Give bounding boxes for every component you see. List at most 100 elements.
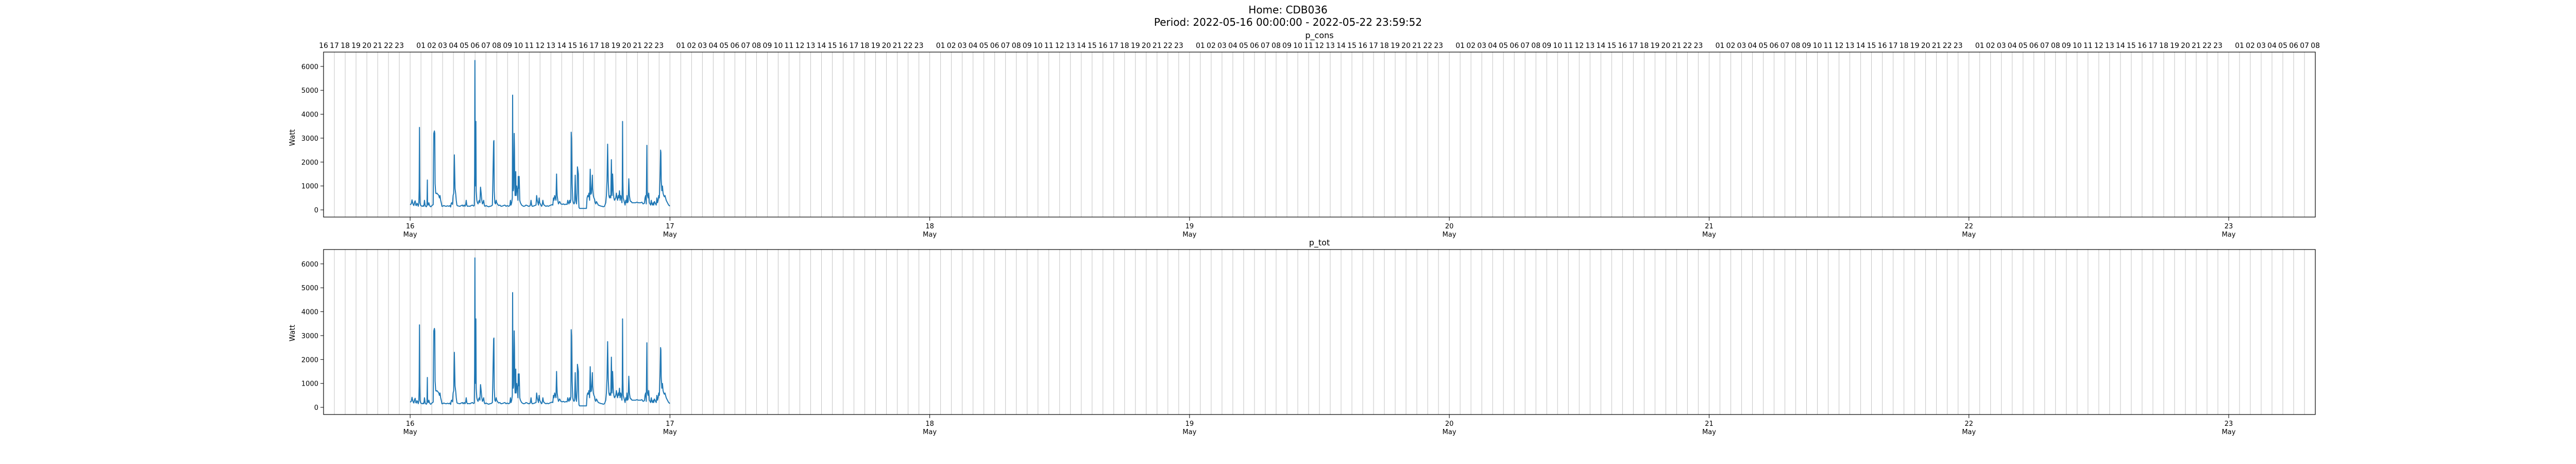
hour-label: 15 — [828, 42, 837, 50]
x-tick-sublabel: May — [1962, 428, 1976, 436]
hour-label: 04 — [2267, 42, 2277, 50]
hour-label: 10 — [1553, 42, 1562, 50]
hour-label: 02 — [1207, 42, 1216, 50]
hour-label: 02 — [1986, 42, 1995, 50]
x-tick-label: 21 — [1705, 420, 1714, 428]
y-tick-label: 0 — [314, 207, 318, 214]
hour-label: 14 — [557, 42, 566, 50]
p-cons-axes-frame — [323, 52, 2316, 218]
hour-label: 13 — [1066, 42, 1075, 50]
hour-label: 07 — [1261, 42, 1270, 50]
hour-label: 06 — [990, 42, 999, 50]
p-cons-hour-labels: 16 17 18 19 20 21 22 23 01 02 03 04 05 06 07 08 09 10 11 12… — [319, 42, 2320, 50]
hour-label: 20 — [362, 42, 371, 50]
hour-label: 23 — [654, 42, 664, 50]
x-tick-sublabel: May — [403, 428, 417, 436]
hour-label: 13 — [1326, 42, 1335, 50]
hour-label: 20 — [882, 42, 891, 50]
x-tick-label: 23 — [2225, 420, 2233, 428]
hour-label: 05 — [2278, 42, 2287, 50]
hour-label: 18 — [600, 42, 609, 50]
hour-label: 21 — [1153, 42, 1162, 50]
hour-label: 10 — [1293, 42, 1302, 50]
hour-label: 01 — [1196, 42, 1205, 50]
hour-label: 04 — [1228, 42, 1238, 50]
y-tick-label: 2000 — [301, 159, 318, 167]
x-tick-label: 22 — [1964, 420, 1973, 428]
x-tick-sublabel: May — [1443, 428, 1456, 436]
hour-label: 18 — [1900, 42, 1909, 50]
hour-label: 22 — [1683, 42, 1692, 50]
hour-label: 14 — [1596, 42, 1605, 50]
hour-label: 08 — [2051, 42, 2060, 50]
hour-label: 11 — [1564, 42, 1573, 50]
hour-label: 16 — [1618, 42, 1627, 50]
hour-label: 22 — [2202, 42, 2212, 50]
hour-label: 08 — [1272, 42, 1281, 50]
hour-label: 17 — [1109, 42, 1118, 50]
hour-label: 06 — [1770, 42, 1779, 50]
hour-label: 06 — [1250, 42, 1259, 50]
y-tick-label: 1000 — [301, 380, 318, 388]
hour-label: 20 — [1661, 42, 1670, 50]
hour-label: 10 — [2073, 42, 2082, 50]
hour-label: 02 — [1466, 42, 1476, 50]
hour-label: 19 — [351, 42, 361, 50]
hour-label: 23 — [1174, 42, 1183, 50]
x-tick-sublabel: May — [663, 231, 677, 239]
hour-label: 09 — [1023, 42, 1032, 50]
hour-label: 16 — [1878, 42, 1887, 50]
hour-label: 22 — [643, 42, 653, 50]
x-tick-label: 20 — [1445, 223, 1454, 230]
hour-label: 11 — [2083, 42, 2093, 50]
x-tick-label: 19 — [1185, 420, 1194, 428]
hour-label: 08 — [2311, 42, 2320, 50]
x-tick-sublabel: May — [1182, 231, 1196, 239]
x-tick-sublabel: May — [403, 231, 417, 239]
x-tick-sublabel: May — [2222, 231, 2235, 239]
x-tick-sublabel: May — [2222, 428, 2235, 436]
figure-title-line2: Period: 2022-05-16 00:00:00 - 2022-05-22… — [1154, 16, 1422, 28]
hour-label: 21 — [2192, 42, 2201, 50]
figure-title-line1: Home: CDB036 — [1248, 4, 1327, 16]
hour-label: 19 — [2170, 42, 2179, 50]
x-tick-sublabel: May — [1702, 428, 1716, 436]
hour-label: 07 — [2300, 42, 2309, 50]
hour-label: 14 — [1856, 42, 1866, 50]
hour-label: 04 — [1748, 42, 1757, 50]
x-tick-label: 20 — [1445, 420, 1454, 428]
p-tot-y-ticks: 0 1000 2000 3000 4000 5000 6000 — [301, 261, 324, 412]
hour-label: 22 — [1163, 42, 1173, 50]
x-tick-label: 22 — [1964, 223, 1973, 230]
y-tick-label: 2000 — [301, 356, 318, 364]
p-tot-title: p_tot — [1309, 238, 1330, 248]
hour-label: 11 — [785, 42, 794, 50]
hour-label: 05 — [1239, 42, 1248, 50]
hour-label: 14 — [817, 42, 826, 50]
y-tick-label: 3000 — [301, 135, 318, 143]
hour-label: 07 — [2040, 42, 2049, 50]
p-cons-panel: p_cons 16 17 18 19 20 21 22 23 01 02 03 04 05 06 07 08 0… — [289, 30, 2320, 239]
hour-label: 23 — [1954, 42, 1963, 50]
hour-label: 07 — [481, 42, 490, 50]
hour-label: 21 — [893, 42, 902, 50]
y-tick-label: 4000 — [301, 111, 318, 119]
hour-label: 18 — [1120, 42, 1129, 50]
hour-label: 16 — [1358, 42, 1367, 50]
x-tick-sublabel: May — [1702, 231, 1716, 239]
hour-label: 02 — [427, 42, 436, 50]
hour-label: 17 — [589, 42, 599, 50]
hour-label: 12 — [2094, 42, 2104, 50]
hour-label: 06 — [2289, 42, 2298, 50]
hour-label: 12 — [535, 42, 545, 50]
hour-label: 22 — [904, 42, 913, 50]
hour-label: 21 — [1672, 42, 1681, 50]
p-tot-axes-frame — [323, 249, 2316, 415]
hour-label: 19 — [611, 42, 620, 50]
x-tick-label: 17 — [666, 223, 674, 230]
hour-label: 01 — [936, 42, 945, 50]
hour-label: 05 — [719, 42, 728, 50]
hour-label: 15 — [1607, 42, 1616, 50]
